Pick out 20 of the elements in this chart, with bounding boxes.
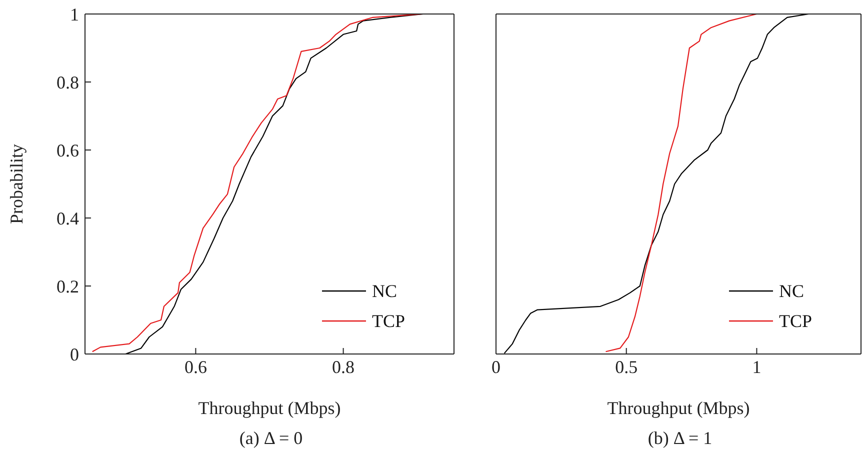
x-tick-label: 1 — [752, 356, 762, 377]
x-tick-label: 0 — [492, 356, 500, 377]
x-axis-title: Throughput (Mbps) — [198, 398, 341, 418]
legend-label: NC — [779, 280, 804, 302]
y-tick-label: 0.8 — [56, 72, 79, 92]
y-axis-title: Probability — [6, 144, 26, 224]
y-tick-label: 0 — [70, 344, 79, 364]
y-tick-label: 0.2 — [56, 276, 79, 296]
x-axis-title: Throughput (Mbps) — [607, 398, 750, 418]
legend-label: NC — [372, 280, 398, 302]
legend-label: TCP — [372, 310, 406, 332]
y-tick-label: 1 — [70, 4, 79, 24]
x-tick-label: 0.6 — [184, 356, 207, 377]
text: (a) Δ = 0 — [238, 428, 304, 449]
y-tick-label: 0.6 — [56, 140, 79, 160]
x-tick-label: 0.8 — [332, 356, 355, 377]
y-tick-label: 0.4 — [56, 208, 79, 228]
x-tick-label: 0.5 — [615, 356, 638, 377]
legend-label: TCP — [779, 310, 812, 332]
text: (b) Δ = 1 — [646, 428, 714, 449]
